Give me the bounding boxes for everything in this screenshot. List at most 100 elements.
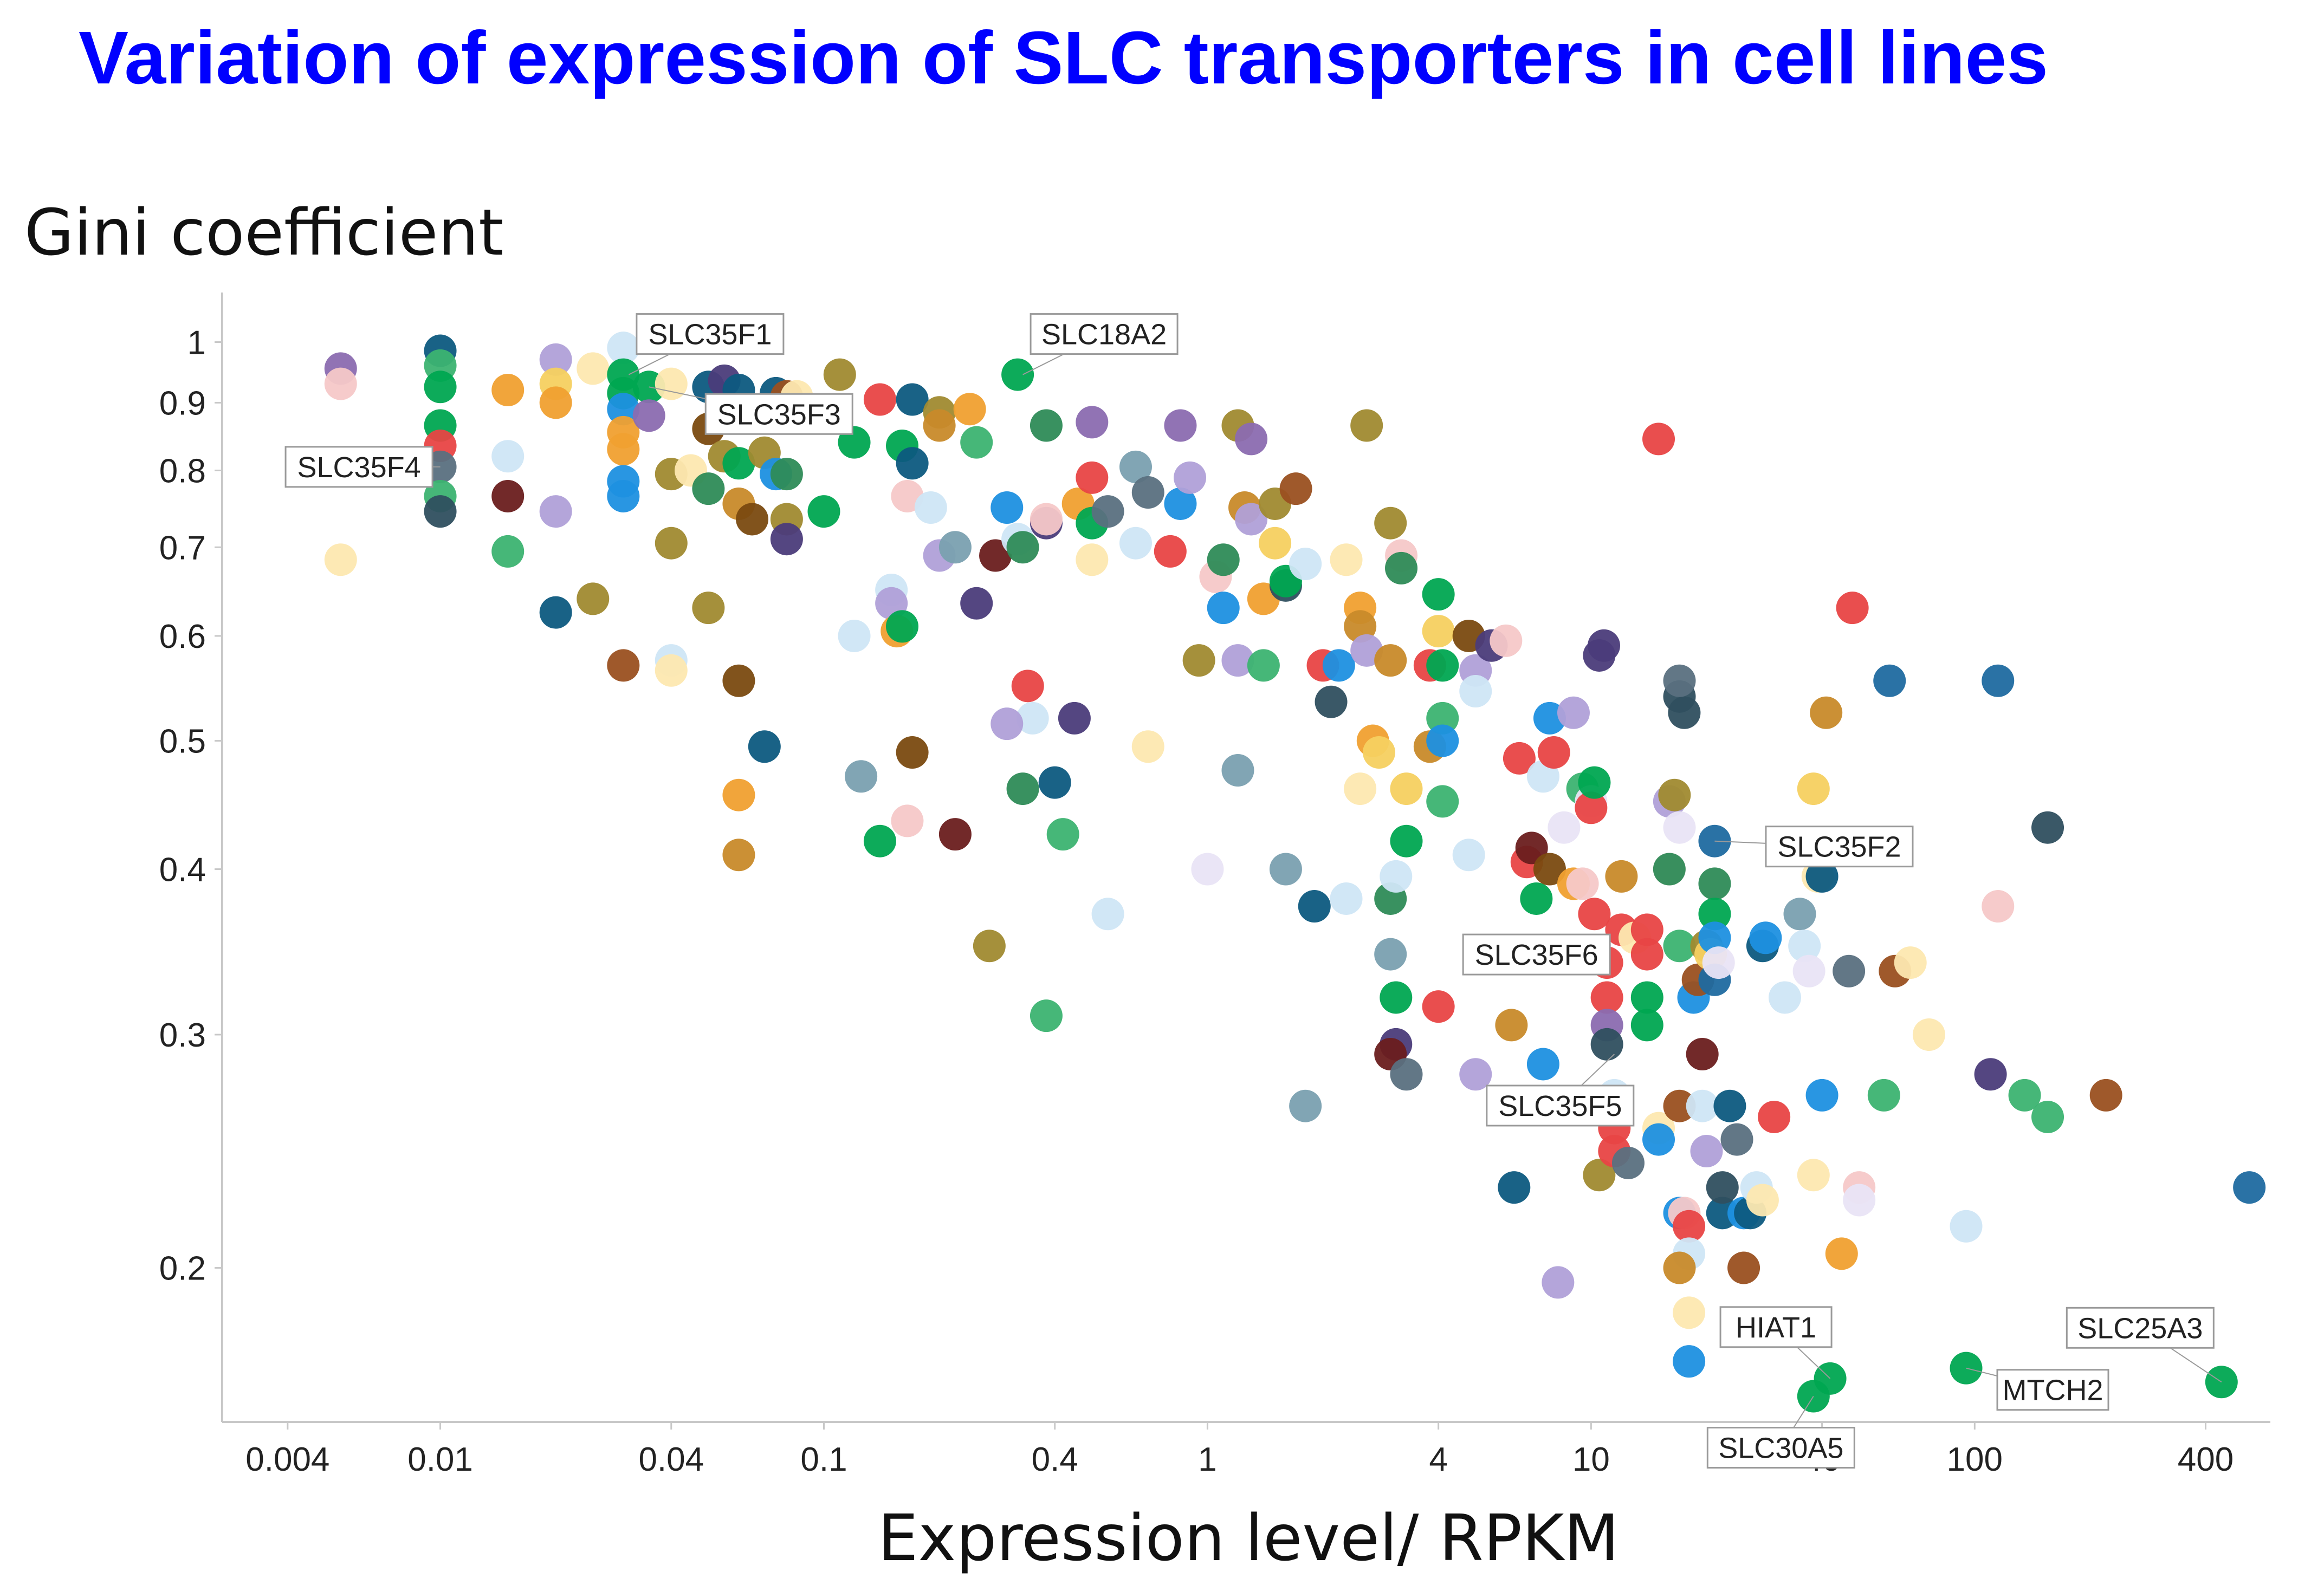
data-points bbox=[324, 332, 2266, 1413]
data-point bbox=[1630, 1009, 1663, 1042]
slide-title: Variation of expression of SLC transport… bbox=[79, 16, 2048, 100]
data-point bbox=[863, 824, 896, 858]
data-point bbox=[863, 383, 896, 416]
data-point bbox=[1154, 535, 1187, 568]
data-point bbox=[1385, 551, 1418, 584]
data-point bbox=[1630, 913, 1663, 946]
data-point bbox=[1495, 1009, 1528, 1042]
data-point bbox=[722, 447, 755, 480]
x-tick-label: 100 bbox=[1947, 1441, 2003, 1478]
data-point bbox=[1805, 860, 1839, 893]
data-point bbox=[539, 596, 572, 629]
data-point bbox=[1426, 701, 1459, 735]
data-point bbox=[607, 433, 640, 466]
x-tick-label: 0.1 bbox=[800, 1441, 847, 1478]
data-point bbox=[1207, 592, 1240, 625]
y-tick-label: 0.4 bbox=[159, 852, 206, 889]
data-point bbox=[1030, 409, 1063, 442]
data-point bbox=[1727, 1251, 1760, 1284]
data-point bbox=[1578, 898, 1611, 931]
x-tick-label: 1 bbox=[1198, 1441, 1216, 1478]
data-point bbox=[491, 535, 525, 568]
gene-label: SLC25A3 bbox=[2066, 1307, 2222, 1383]
data-point bbox=[1825, 1237, 1858, 1270]
data-point bbox=[1374, 938, 1407, 971]
data-point bbox=[1557, 696, 1590, 729]
data-point bbox=[1810, 696, 1843, 729]
data-point bbox=[1269, 853, 1302, 886]
data-point bbox=[632, 399, 665, 432]
data-point bbox=[1182, 644, 1215, 677]
x-tick-label: 10 bbox=[1572, 1441, 1610, 1478]
data-point bbox=[577, 352, 610, 385]
data-point bbox=[1673, 1210, 1706, 1243]
gene-label: SLC35F2 bbox=[1714, 826, 1914, 868]
data-point bbox=[1058, 701, 1091, 735]
data-point bbox=[1690, 1135, 1723, 1168]
data-point bbox=[1758, 1100, 1791, 1133]
data-point bbox=[1894, 946, 1927, 979]
data-point bbox=[991, 491, 1024, 524]
data-point bbox=[1630, 938, 1663, 971]
data-point bbox=[1605, 860, 1638, 893]
data-point bbox=[1289, 1089, 1322, 1122]
data-point bbox=[1630, 981, 1663, 1014]
data-point bbox=[896, 383, 929, 416]
data-point bbox=[1459, 675, 1492, 708]
data-point bbox=[1663, 1251, 1696, 1284]
data-point bbox=[1768, 981, 1801, 1014]
gene-label-box bbox=[1030, 313, 1179, 355]
data-point bbox=[1663, 930, 1696, 963]
data-point bbox=[885, 610, 918, 643]
data-point bbox=[1548, 811, 1581, 844]
data-point bbox=[1422, 578, 1455, 611]
data-point bbox=[1001, 358, 1034, 391]
data-point bbox=[1390, 1058, 1423, 1091]
data-point bbox=[1498, 1171, 1531, 1204]
gene-label-box bbox=[704, 393, 853, 435]
y-tick-label: 0.3 bbox=[159, 1017, 206, 1054]
data-point bbox=[1611, 1146, 1645, 1179]
data-point bbox=[655, 654, 688, 687]
data-point bbox=[655, 367, 688, 400]
y-tick-label: 0.7 bbox=[159, 529, 206, 567]
data-point bbox=[838, 619, 871, 652]
gene-labels: SLC35F4 SLC35F1 SLC35F3 SLC18A2 SLC35F2 SLC35… bbox=[284, 313, 2222, 1469]
data-point bbox=[1590, 981, 1623, 1014]
data-point bbox=[577, 582, 610, 615]
data-point bbox=[1873, 664, 1906, 697]
data-point bbox=[979, 539, 1012, 572]
data-point bbox=[607, 649, 640, 682]
data-point bbox=[1374, 644, 1407, 677]
data-point bbox=[1426, 724, 1459, 757]
data-point bbox=[896, 736, 929, 769]
data-point bbox=[1805, 1079, 1839, 1112]
data-point bbox=[1006, 531, 1039, 564]
data-point bbox=[991, 707, 1024, 740]
gene-label: SLC35F5 bbox=[1486, 1054, 1635, 1127]
data-point bbox=[539, 386, 572, 419]
data-point bbox=[692, 472, 725, 505]
data-point bbox=[1515, 832, 1548, 865]
data-point bbox=[770, 458, 803, 491]
gene-label-box bbox=[636, 313, 785, 355]
data-point bbox=[324, 543, 357, 576]
data-point bbox=[1235, 423, 1268, 456]
data-point bbox=[1390, 772, 1423, 806]
data-point bbox=[1642, 423, 1675, 456]
data-point bbox=[1746, 1184, 1779, 1217]
data-point bbox=[655, 527, 688, 560]
data-point bbox=[1537, 736, 1570, 769]
data-point bbox=[973, 930, 1006, 963]
data-point bbox=[1322, 649, 1355, 682]
data-point bbox=[1542, 1266, 1575, 1299]
data-point bbox=[1673, 1296, 1706, 1329]
data-point bbox=[1663, 664, 1696, 697]
data-point bbox=[923, 409, 956, 442]
data-point bbox=[1374, 506, 1407, 540]
data-point bbox=[1221, 754, 1254, 787]
data-point bbox=[1164, 409, 1197, 442]
data-point bbox=[748, 730, 781, 763]
gene-label-box bbox=[1486, 1084, 1635, 1127]
data-point bbox=[722, 664, 755, 697]
